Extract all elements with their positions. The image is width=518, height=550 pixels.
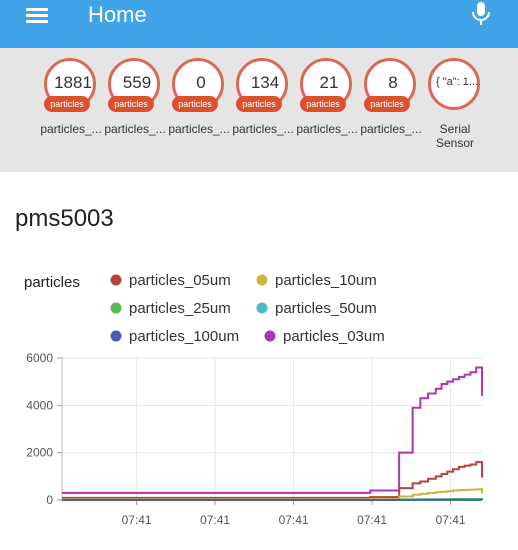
- legend-swatch-particles_50um: [256, 302, 268, 314]
- legend-label-particles_100um[interactable]: particles_100um: [129, 328, 239, 345]
- x-tick-label: 07:41: [200, 513, 230, 527]
- x-tick-label: 07:41: [279, 513, 309, 527]
- y-tick-label: 4000: [26, 398, 53, 412]
- badge-name: Serial Sensor: [435, 122, 475, 150]
- x-tick-label: 07:41: [122, 513, 152, 527]
- legend-swatch-particles_100um: [110, 330, 122, 342]
- series-line-particles_05um[interactable]: [62, 461, 483, 499]
- badge-value: 21: [319, 73, 339, 92]
- badge-value: { "a": 1...: [435, 76, 479, 88]
- badge-particles-25um[interactable]: 0 particles particles_...: [168, 58, 230, 158]
- legend-label-particles_05um[interactable]: particles_05um: [129, 272, 231, 289]
- series-line-particles_10um[interactable]: [62, 488, 483, 501]
- badge-unit-label: particles: [236, 96, 282, 112]
- y-tick-label: 0: [46, 493, 53, 507]
- menu-icon[interactable]: [26, 8, 48, 24]
- badge-unit-label: particles: [300, 96, 346, 112]
- legend-swatch-particles_25um: [110, 302, 122, 314]
- badge-value: 8: [388, 73, 398, 92]
- badge-particles-10um[interactable]: 559 particles particles_...: [104, 58, 166, 158]
- badge-serial-sensor[interactable]: { "a": 1... Serial Sensor: [424, 58, 486, 158]
- badge-particles-05um[interactable]: 1881 particles particles_...: [40, 58, 102, 158]
- y-tick-label: 2000: [26, 446, 53, 460]
- badge-value: 559: [122, 73, 152, 92]
- page-title: Home: [88, 2, 147, 27]
- legend-label-particles_25um[interactable]: particles_25um: [129, 300, 231, 317]
- x-tick-label: 07:41: [357, 513, 387, 527]
- microphone-icon[interactable]: [470, 1, 492, 27]
- y-tick-label: 6000: [26, 351, 53, 365]
- badge-name: particles_...: [360, 122, 422, 136]
- x-axis: 07:41 07:41 07:41 07:41 07:41: [122, 500, 466, 527]
- card-title: pms5003: [15, 205, 114, 232]
- badge-value: 1881: [54, 73, 92, 92]
- legend-label-particles_03um[interactable]: particles_03um: [283, 328, 385, 345]
- badge-unit-label: particles: [108, 96, 154, 112]
- badge-unit-label: particles: [44, 96, 90, 112]
- badge-name: particles_...: [296, 122, 358, 136]
- history-chart: particles particles_05um particles_10umpa…: [24, 272, 483, 527]
- legend-swatch-particles_03um: [264, 330, 276, 342]
- chart-grid: [62, 357, 482, 501]
- badge-name: particles_...: [104, 122, 166, 136]
- badge-unit-label: particles: [364, 96, 410, 112]
- badge-value: 0: [196, 73, 206, 92]
- legend-swatch-particles_05um: [110, 274, 122, 286]
- legend-label-particles_50um[interactable]: particles_50um: [275, 300, 377, 317]
- x-tick-label: 07:41: [436, 513, 466, 527]
- badge-particles-50um[interactable]: 134 particles particles_...: [232, 58, 294, 158]
- badge-panel: 1881 particles particles_... 559 particl…: [0, 48, 518, 172]
- series-line-particles_03um[interactable]: [62, 366, 483, 494]
- legend-title: particles: [24, 274, 80, 291]
- badge-particles-100um[interactable]: 21 particles particles_...: [296, 58, 358, 158]
- badge-name: particles_...: [232, 122, 294, 136]
- badge-name: particles_...: [40, 122, 102, 136]
- badge-circle: { "a": 1...: [428, 58, 480, 110]
- badge-particles-03um[interactable]: 8 particles particles_...: [360, 58, 422, 158]
- legend-swatch-particles_10um: [256, 274, 268, 286]
- legend-label-particles_10um[interactable]: particles_10um: [275, 272, 377, 289]
- plot-area: [62, 366, 483, 501]
- badge-value: 134: [250, 73, 280, 92]
- badge-unit-label: particles: [172, 96, 218, 112]
- y-axis: 0 2000 4000 6000: [26, 351, 63, 507]
- badge-name: particles_...: [168, 122, 230, 136]
- app-bar: Home: [0, 0, 518, 48]
- legend: particles_05um particles_10um particles_25…: [110, 272, 385, 345]
